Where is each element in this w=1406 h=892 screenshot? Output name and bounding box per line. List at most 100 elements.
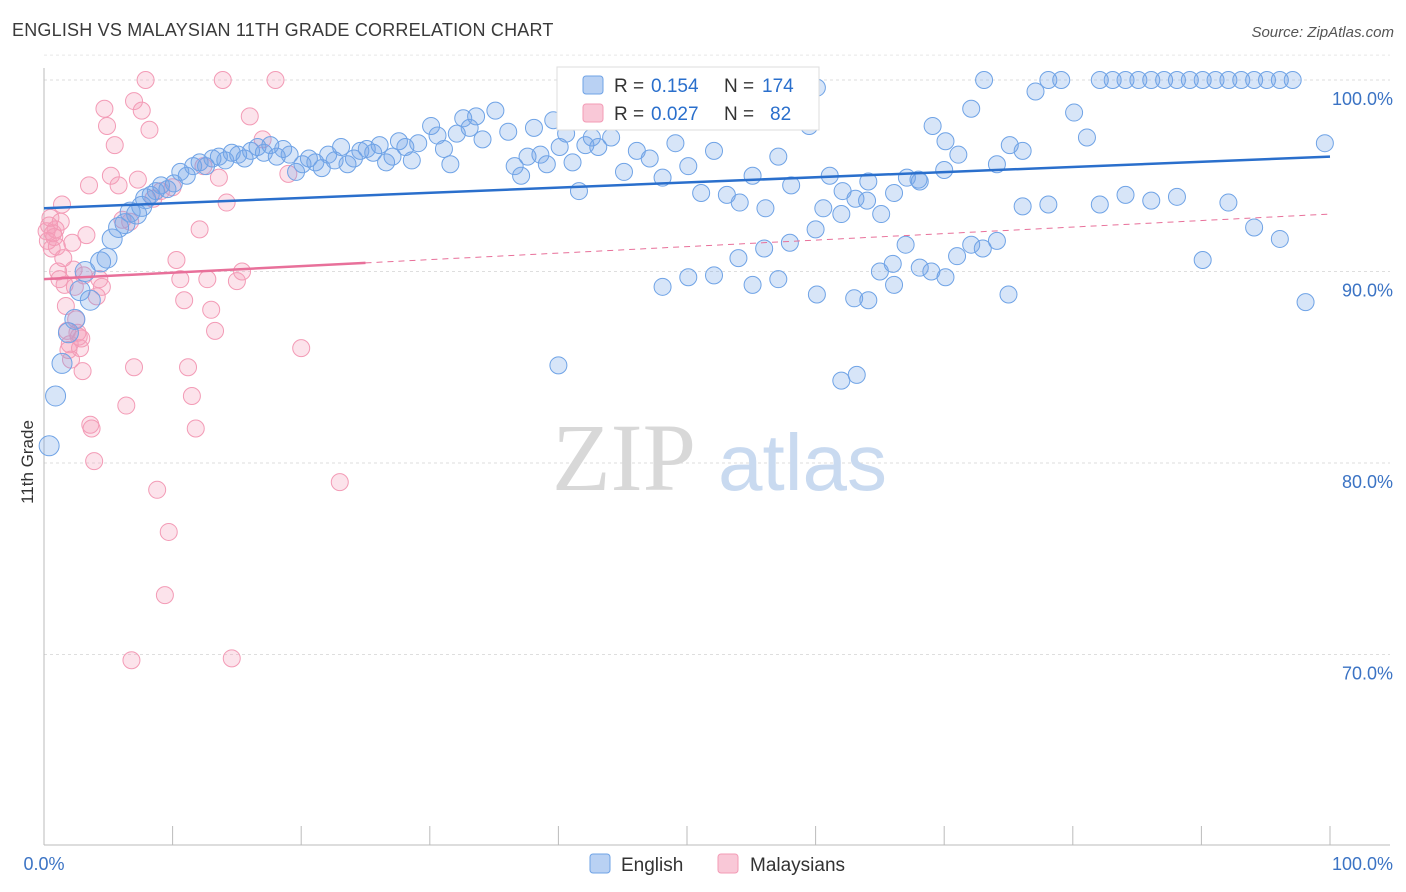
- legend-n-value-malaysians: 82: [770, 104, 791, 125]
- english-point-8: [90, 251, 112, 273]
- watermark-atlas: atlas: [718, 418, 887, 507]
- stats-legend: R = 0.154 N = 174 R = 0.027 N = 82: [556, 66, 820, 131]
- english-point-1: [45, 385, 67, 407]
- legend-n-label-english: N =: [724, 76, 754, 97]
- english-point-146: [705, 266, 724, 285]
- english-point-169: [896, 235, 915, 254]
- english-point-149: [807, 285, 826, 304]
- english-point-171: [948, 247, 967, 266]
- english-point-154: [962, 235, 981, 254]
- english-point-152: [910, 258, 929, 277]
- english-point-86: [614, 162, 633, 181]
- malaysians-point-39: [98, 116, 117, 135]
- english-point-59: [409, 134, 428, 153]
- malaysians-point-48: [132, 101, 151, 120]
- english-point-92: [692, 183, 711, 202]
- malaysians-point-58: [171, 270, 190, 289]
- chart-title: ENGLISH VS MALAYSIAN 11TH GRADE CORRELAT…: [12, 20, 554, 40]
- malaysians-point-70: [217, 193, 236, 212]
- english-point-138: [1257, 71, 1276, 89]
- legend-r-value-malaysians: 0.027: [651, 104, 699, 125]
- malaysians-point-49: [136, 71, 155, 89]
- english-point-74: [524, 118, 543, 137]
- malaysians-point-80: [292, 339, 311, 358]
- malaysians-point-55: [159, 522, 178, 541]
- english-point-129: [1142, 71, 1161, 89]
- english-point-40: [287, 162, 306, 181]
- english-point-167: [845, 289, 864, 308]
- legend-r-label-english: R =: [614, 76, 644, 97]
- english-point-84: [589, 138, 608, 157]
- english-point-123: [1065, 103, 1084, 122]
- english-point-52: [364, 143, 383, 162]
- english-point-166: [1296, 293, 1315, 312]
- english-point-119: [1013, 141, 1032, 160]
- legend-swatch-malaysians: [582, 103, 604, 123]
- english-point-62: [434, 139, 453, 158]
- bottom-legend-swatch-english: [589, 853, 611, 874]
- english-point-137: [1245, 71, 1264, 89]
- english-point-127: [1116, 71, 1135, 89]
- english-point-72: [512, 166, 531, 185]
- english-point-182: [909, 170, 928, 189]
- english-point-80: [563, 153, 582, 172]
- english-point-141: [1315, 134, 1334, 153]
- english-point-98: [769, 147, 788, 166]
- watermark-zip: ZIP: [552, 404, 696, 511]
- malaysians-point-68: [209, 168, 228, 187]
- english-point-53: [370, 136, 389, 155]
- english-point-151: [885, 275, 904, 294]
- english-point-85: [602, 128, 621, 147]
- malaysians-point-81: [330, 473, 349, 492]
- english-point-136: [1232, 71, 1251, 89]
- english-point-177: [780, 233, 799, 252]
- malaysians-point-13: [54, 249, 73, 268]
- english-point-147: [743, 275, 762, 294]
- english-point-95: [730, 193, 749, 212]
- english-point-181: [883, 254, 902, 273]
- malaysians-point-71: [222, 649, 241, 668]
- watermark: ZIP atlas: [552, 404, 887, 511]
- english-point-69: [486, 101, 505, 120]
- english-point-133: [1193, 71, 1212, 89]
- english-point-99: [782, 176, 801, 195]
- malaysians-point-34: [85, 452, 104, 471]
- malaysians-points: [37, 71, 349, 670]
- malaysians-point-3: [41, 208, 60, 227]
- malaysians-point-66: [202, 300, 221, 319]
- english-point-178: [806, 220, 825, 239]
- malaysians-point-63: [190, 220, 209, 239]
- axes: [43, 68, 1390, 846]
- english-point-103: [814, 199, 833, 218]
- chart-source: Source: ZipAtlas.com: [1251, 24, 1394, 41]
- english-point-128: [1129, 71, 1148, 89]
- malaysians-point-31: [80, 176, 99, 195]
- english-point-163: [1219, 193, 1238, 212]
- malaysians-point-62: [186, 419, 205, 438]
- english-point-174: [549, 356, 568, 375]
- english-point-75: [531, 145, 550, 164]
- english-point-58: [402, 151, 421, 170]
- english-point-165: [1270, 229, 1289, 248]
- english-point-55: [383, 147, 402, 166]
- malaysians-point-59: [175, 291, 194, 310]
- malaysians-point-54: [155, 586, 174, 605]
- english-trend-line: [43, 155, 1331, 210]
- x-tick-label-min: 0.0%: [23, 854, 64, 874]
- malaysians-point-46: [125, 92, 144, 111]
- english-point-109: [885, 183, 904, 202]
- english-point-63: [441, 155, 460, 174]
- malaysians-point-57: [167, 251, 186, 270]
- malaysians-point-20: [63, 233, 82, 252]
- legend-n-value-english: 174: [762, 76, 794, 97]
- malaysians-point-28: [73, 362, 92, 381]
- malaysians-trend-line: [43, 261, 366, 281]
- malaysians-point-79: [122, 651, 141, 670]
- malaysians-point-67: [206, 321, 225, 340]
- bottom-legend-swatch-malaysians: [717, 853, 739, 874]
- legend-r-label-malaysians: R =: [614, 104, 644, 125]
- english-point-9: [96, 247, 118, 269]
- english-point-170: [922, 262, 941, 281]
- malaysians-point-38: [95, 99, 114, 118]
- english-point-76: [537, 155, 556, 174]
